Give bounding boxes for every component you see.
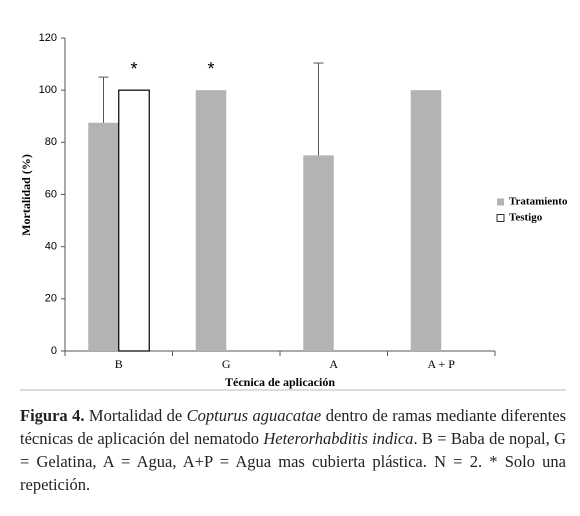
caption-text: dentro de ramas mediante diferentes técn…: [20, 406, 567, 448]
bar: [88, 122, 119, 351]
caption-italic: Heterorhabditis indica: [263, 429, 414, 448]
annotation: *: [130, 59, 137, 79]
legend-label: Testigo: [509, 212, 543, 224]
y-tick-label: 60: [45, 188, 57, 200]
legend-swatch: [497, 198, 504, 206]
y-tick-label: 100: [39, 84, 57, 96]
bar: [195, 90, 227, 352]
chart: Mortalidad (%) Técnica de aplicación 0 20…: [19, 32, 568, 391]
caption-label: Figura 4.: [20, 406, 85, 425]
y-tick-label: 80: [45, 136, 57, 148]
legend-swatch: [496, 214, 505, 222]
x-axis-label: Técnica de aplicación: [225, 375, 335, 389]
y-axis-label: Mortalidad (%): [19, 154, 33, 236]
x-tick-label: A + P: [428, 357, 456, 371]
caption-text: . B = Baba de nopal, G = Gelatina, A = A…: [20, 429, 566, 494]
y-tick-label: 40: [45, 241, 57, 253]
bar: [410, 90, 442, 352]
y-tick-label: 0: [51, 345, 57, 357]
x-tick-label: A: [329, 357, 338, 371]
caption-text: Mortalidad de: [88, 406, 183, 425]
caption-italic: Copturus aguacatae: [186, 406, 322, 425]
x-tick-label: B: [115, 357, 123, 371]
y-tick-label: 120: [39, 32, 57, 44]
x-tick-label: G: [222, 357, 231, 371]
caption: Figura 4. Mortalidad de Copturus aguacat…: [20, 404, 566, 496]
y-tick-label: 20: [45, 293, 57, 305]
bar: [303, 155, 334, 351]
bar: [118, 89, 150, 352]
annotation: *: [207, 59, 214, 79]
legend-label: Tratamiento: [509, 196, 568, 208]
